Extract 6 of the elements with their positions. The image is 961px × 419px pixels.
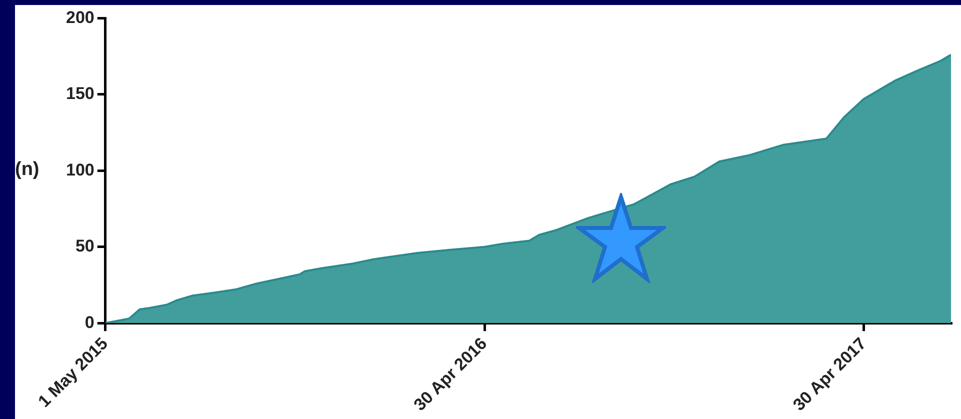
y-tick-label: 200	[66, 8, 94, 27]
y-tick-label: 0	[84, 312, 94, 332]
y-axis-title: (n)	[15, 158, 40, 181]
y-tick-label: 150	[66, 84, 94, 104]
y-tick-label: 50	[75, 236, 94, 256]
y-tick-label: 100	[66, 160, 94, 180]
